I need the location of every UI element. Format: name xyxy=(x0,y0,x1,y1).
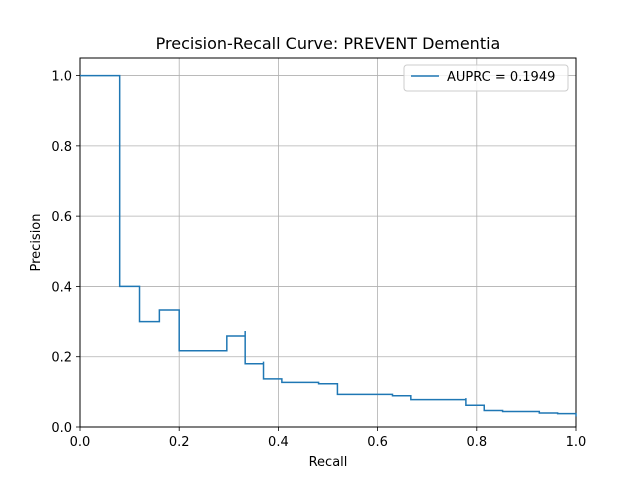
x-axis-ticks: 0.0 0.2 0.4 0.6 0.8 1.0 xyxy=(70,427,587,450)
chart-title: Precision-Recall Curve: PREVENT Dementia xyxy=(156,34,501,53)
x-tick-label: 0.0 xyxy=(70,435,91,450)
legend-box xyxy=(403,64,569,92)
y-axis-ticks: 0.0 0.2 0.4 0.6 0.8 1.0 xyxy=(51,70,80,436)
x-tick-label: 0.4 xyxy=(268,435,289,450)
y-tick-label: 0.0 xyxy=(51,421,72,436)
x-tick-label: 0.6 xyxy=(367,435,388,450)
x-tick-label: 0.8 xyxy=(466,435,487,450)
y-tick-label: 0.6 xyxy=(51,210,72,225)
x-axis-label: Recall xyxy=(309,455,348,470)
y-axis-label: Precision xyxy=(29,213,44,271)
y-tick-label: 0.8 xyxy=(51,140,72,155)
legend-entry: AUPRC = 0.1949 xyxy=(447,70,555,85)
grid-lines xyxy=(79,58,577,428)
y-tick-label: 1.0 xyxy=(51,70,72,85)
plot-frame xyxy=(79,57,577,428)
y-tick-label: 0.2 xyxy=(51,351,72,366)
series-line-auprc xyxy=(80,74,577,417)
x-tick-label: 0.2 xyxy=(169,435,190,450)
x-tick-label: 1.0 xyxy=(566,435,587,450)
y-tick-label: 0.4 xyxy=(51,280,72,295)
legend: AUPRC = 0.1949 xyxy=(403,64,569,92)
